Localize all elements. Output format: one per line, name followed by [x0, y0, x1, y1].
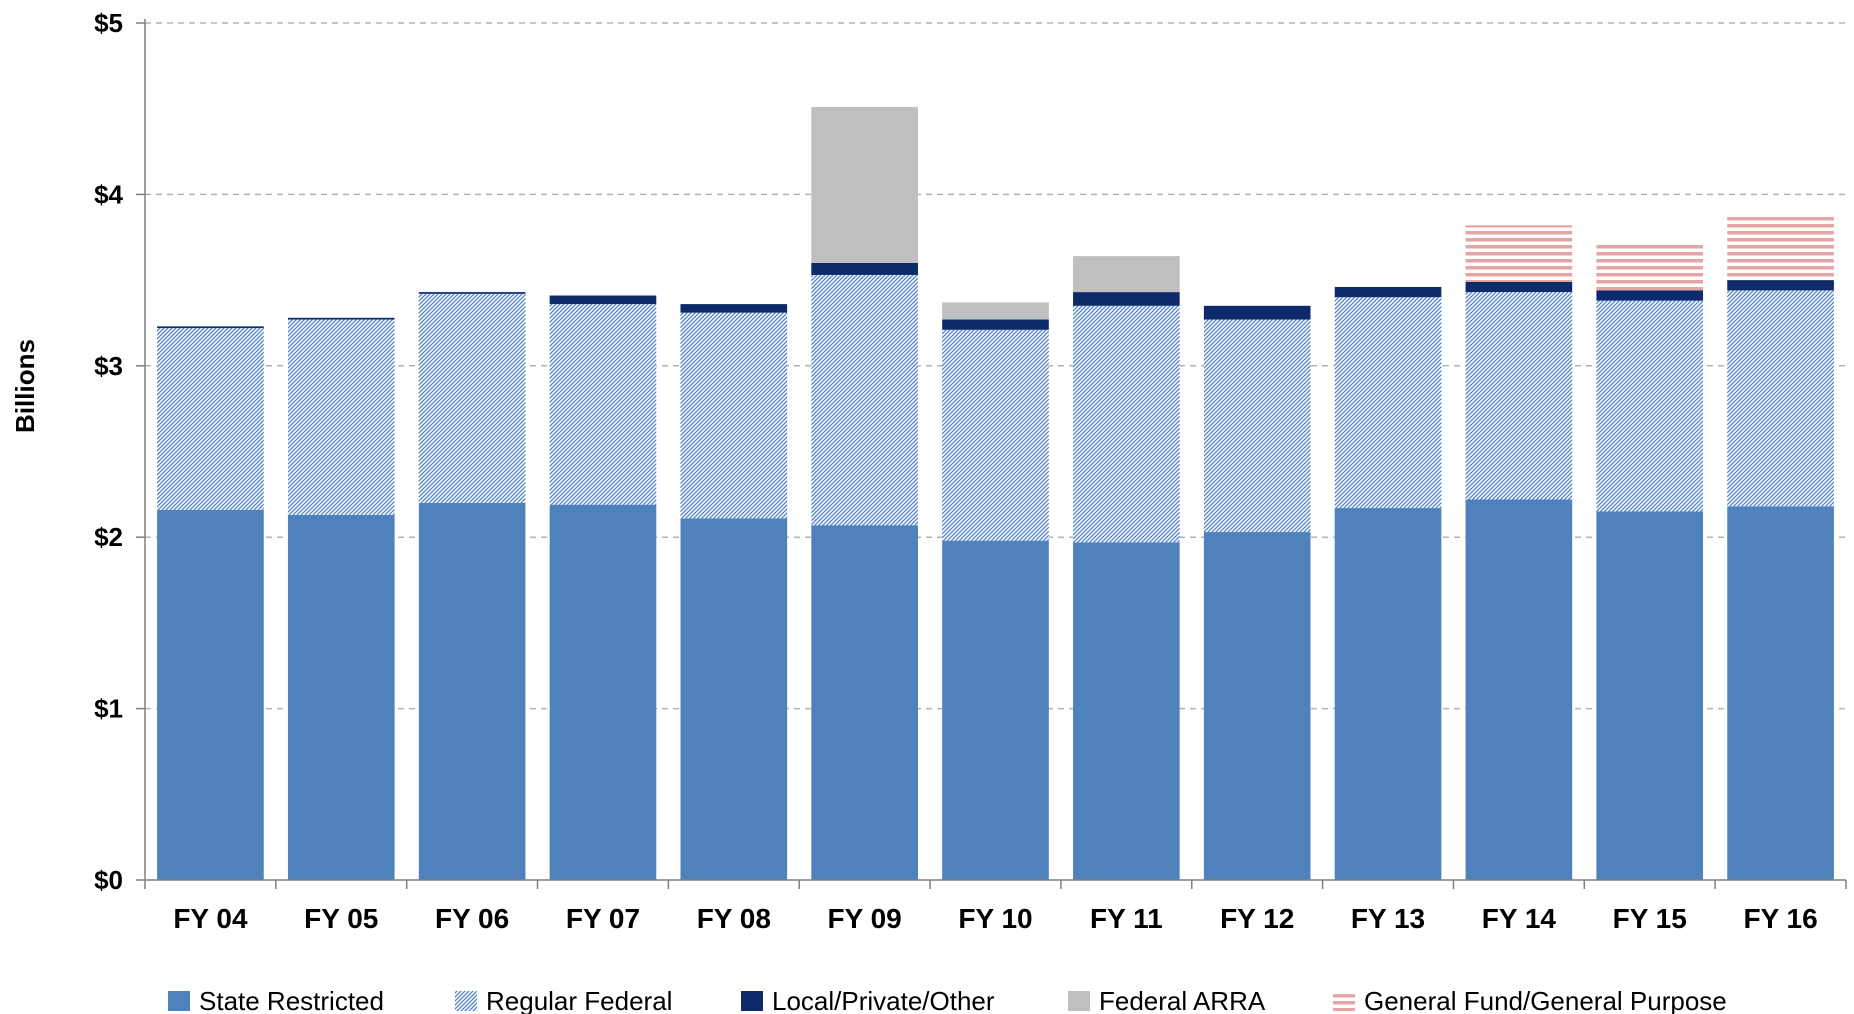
bar-segment-general-fund-general-purpose [1465, 225, 1573, 282]
bars [157, 106, 1834, 880]
bar-segment-local-private-other [680, 304, 788, 313]
x-tick-label: FY 05 [304, 903, 378, 934]
bar-segment-state-restricted [1727, 506, 1834, 880]
bar-segment-local-private-other [1334, 286, 1442, 298]
y-tick-label: $2 [94, 522, 123, 552]
x-tick-label: FY 08 [697, 903, 771, 934]
bar-segment-state-restricted [680, 518, 788, 880]
x-tick-label: FY 10 [958, 903, 1032, 934]
x-tick-label: FY 14 [1482, 903, 1557, 934]
legend-swatch [1068, 991, 1090, 1011]
bar-segment-local-private-other [811, 262, 918, 275]
bar-segment-federal-arra [942, 302, 1049, 320]
bar-segment-regular-federal [1727, 290, 1834, 507]
legend-swatch [1333, 991, 1355, 1011]
bar-segment-regular-federal [1596, 300, 1704, 512]
legend-swatch [168, 991, 190, 1011]
bar-segment-local-private-other [1596, 290, 1704, 301]
bar-segment-local-private-other [1465, 281, 1573, 293]
bar-segment-federal-arra [811, 106, 918, 263]
bar-segment-regular-federal [1334, 297, 1442, 509]
bar-segment-local-private-other [1727, 280, 1834, 291]
legend-label: State Restricted [199, 986, 384, 1014]
bar-segment-local-private-other [1203, 305, 1311, 320]
bar-segment-regular-federal [680, 312, 788, 519]
x-tick-label: FY 11 [1090, 903, 1163, 934]
legend-label: Regular Federal [486, 986, 672, 1014]
bar-segment-regular-federal [1073, 305, 1180, 543]
y-tick-label: $3 [94, 351, 123, 381]
bar-segment-state-restricted [1073, 542, 1180, 880]
legend-label: Federal ARRA [1099, 986, 1266, 1014]
bar-segment-state-restricted [1334, 508, 1442, 880]
bar-segment-regular-federal [549, 304, 657, 505]
y-tick-label: $5 [94, 8, 123, 38]
bar-segment-state-restricted [287, 514, 395, 880]
x-tick-label: FY 09 [828, 903, 902, 934]
bar-segment-state-restricted [1596, 511, 1704, 880]
bar-segment-state-restricted [549, 504, 657, 880]
bar-segment-regular-federal [1203, 319, 1311, 533]
legend-swatch [455, 991, 477, 1011]
x-tick-label: FY 12 [1220, 903, 1294, 934]
x-tick-label: FY 16 [1743, 903, 1817, 934]
x-tick-label: FY 15 [1613, 903, 1687, 934]
axes [144, 19, 1847, 889]
legend: State Restricted Regular Federal Local/Pri… [168, 986, 1727, 1014]
x-tick-label: FY 13 [1351, 903, 1425, 934]
bar-segment-general-fund-general-purpose [1596, 242, 1704, 291]
bar-segment-regular-federal [1465, 292, 1573, 500]
bar-segment-regular-federal [418, 293, 526, 503]
x-tick-label: FY 04 [173, 903, 248, 934]
y-axis-label: Billions [10, 339, 40, 433]
legend-label: Local/Private/Other [772, 986, 995, 1014]
legend-label: General Fund/General Purpose [1364, 986, 1727, 1014]
bar-segment-general-fund-general-purpose [1727, 216, 1834, 281]
y-tick-label: $0 [94, 865, 123, 895]
bar-segment-state-restricted [157, 509, 264, 880]
bar-segment-local-private-other [942, 319, 1049, 330]
y-tick-label: $4 [94, 179, 123, 209]
bar-segment-state-restricted [1203, 532, 1311, 880]
x-tick-labels: FY 04 FY 05 FY 06 FY 07 FY 08 FY 09 FY 10 FY 11… [173, 903, 1817, 934]
x-tick-label: FY 07 [566, 903, 640, 934]
bar-segment-state-restricted [942, 540, 1049, 880]
y-tick-labels: $0 $1 $2 $3 $4 $5 [94, 8, 123, 895]
bar-segment-regular-federal [287, 319, 395, 515]
bar-segment-state-restricted [1465, 499, 1573, 880]
bar-segment-federal-arra [1073, 256, 1180, 293]
x-tick-label: FY 06 [435, 903, 509, 934]
bar-segment-regular-federal [942, 329, 1049, 541]
legend-swatch [741, 991, 763, 1011]
bar-segment-regular-federal [157, 328, 264, 510]
y-tick-label: $1 [94, 694, 123, 724]
bar-segment-local-private-other [157, 326, 264, 329]
bar-segment-local-private-other [418, 292, 526, 294]
bar-segment-local-private-other [1073, 292, 1180, 306]
bar-segment-local-private-other [549, 295, 657, 305]
bar-segment-state-restricted [418, 502, 526, 880]
bar-segment-local-private-other [287, 317, 395, 320]
bar-segment-regular-federal [811, 274, 918, 526]
bar-segment-state-restricted [811, 525, 918, 880]
